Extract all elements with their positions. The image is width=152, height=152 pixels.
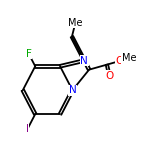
Text: O: O	[115, 56, 124, 66]
Text: Me: Me	[68, 18, 83, 28]
Text: O: O	[105, 71, 114, 81]
Text: F: F	[26, 49, 32, 59]
Text: Me: Me	[122, 53, 136, 63]
Text: I: I	[26, 124, 29, 134]
Text: N: N	[69, 85, 76, 95]
Text: N: N	[80, 55, 88, 66]
